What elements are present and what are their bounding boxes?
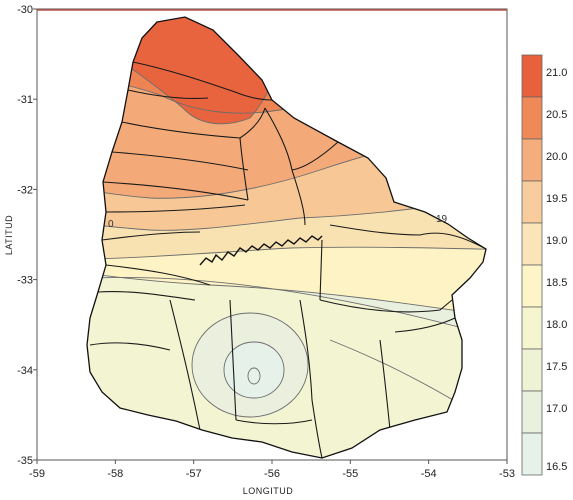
isoline-19 bbox=[87, 246, 486, 261]
boundary-salto-inner bbox=[127, 89, 209, 99]
isoline-18 bbox=[87, 277, 471, 331]
boundary-colonia-south bbox=[89, 342, 171, 351]
x-tick-label: -55 bbox=[342, 468, 358, 480]
colorbar-swatch bbox=[521, 138, 543, 182]
boundary-lavalleja-treintaytres bbox=[319, 299, 453, 313]
boundary-tacuarembo-cerrolargo bbox=[291, 169, 306, 226]
boundary-florida-lavalleja bbox=[299, 299, 323, 458]
colorbar-label: 18.0 bbox=[546, 319, 567, 331]
isoline-16-5 bbox=[223, 341, 285, 399]
colorbar-swatch bbox=[521, 96, 543, 140]
colorbar-swatch bbox=[521, 222, 543, 266]
colorbar-label: 19.0 bbox=[546, 235, 567, 247]
boundary-soriano-colonia bbox=[105, 264, 211, 286]
y-tick-label: -32 bbox=[17, 184, 33, 196]
boundary-canelones bbox=[235, 419, 313, 425]
colorbar-label: 20.0 bbox=[546, 151, 567, 163]
colorbar-label: 18.5 bbox=[546, 277, 567, 289]
boundary-cerrolargo bbox=[329, 224, 486, 250]
boundary-sanjose-florida bbox=[229, 299, 237, 421]
boundary-salto-paysandu bbox=[121, 107, 266, 139]
boundary-soriano bbox=[101, 231, 201, 241]
boundary-tacuarembo-west bbox=[239, 137, 249, 201]
boundary-rionegro-inner bbox=[102, 181, 249, 201]
isoline-18-5 bbox=[87, 269, 486, 321]
colorbar-swatch bbox=[521, 432, 543, 476]
y-tick-label: -31 bbox=[17, 94, 33, 106]
colorbar-label: 20.5 bbox=[546, 109, 567, 121]
colorbar-swatch bbox=[521, 54, 543, 98]
x-axis-title: LONGITUD bbox=[243, 486, 294, 496]
x-tick-label: -54 bbox=[421, 468, 437, 480]
y-tick-label: -30 bbox=[17, 4, 33, 16]
colorbar-swatch bbox=[521, 180, 543, 224]
x-tick-label: -53 bbox=[499, 468, 515, 480]
colorbar-swatch bbox=[521, 348, 543, 392]
boundary-rocha-north bbox=[394, 317, 456, 333]
y-axis-title: LATITUD bbox=[4, 215, 14, 255]
boundary-lavalleja-rocha bbox=[379, 339, 391, 431]
y-axis-ticks: -30 -31 -32 -33 -34 -35 bbox=[17, 4, 37, 467]
boundary-paysandu-rionegro bbox=[111, 151, 249, 171]
y-tick-label: -34 bbox=[17, 365, 33, 377]
boundary-rionegro-durazno bbox=[105, 204, 246, 213]
colorbar-label: 16.5 bbox=[546, 461, 567, 473]
y-tick-label: -35 bbox=[17, 455, 33, 467]
boundary-rivera-tacuarembo bbox=[264, 107, 339, 171]
boundary-artigas-salto bbox=[132, 61, 273, 101]
isoline-label-19: 19 bbox=[436, 214, 448, 225]
colorbar-label: 21.0 bbox=[546, 67, 567, 79]
isoline-17 bbox=[191, 312, 309, 418]
colorbar-swatch bbox=[521, 264, 543, 308]
boundary-colonia-sanjose bbox=[169, 299, 201, 431]
colorbar-swatch bbox=[521, 306, 543, 350]
band-16-5 bbox=[224, 342, 284, 398]
colorbar-label: 17.0 bbox=[546, 403, 567, 415]
boundary-colonia-north bbox=[97, 291, 196, 301]
x-tick-label: -58 bbox=[107, 468, 123, 480]
x-axis-ticks: -59 -58 -57 -56 -55 -54 -53 bbox=[29, 460, 515, 480]
y-tick-label: -33 bbox=[17, 275, 33, 287]
colorbar-label: 17.5 bbox=[546, 361, 567, 373]
department-boundaries bbox=[89, 61, 486, 458]
rio-negro-reservoir bbox=[199, 235, 323, 266]
x-tick-label: -59 bbox=[29, 468, 45, 480]
colorbar: 21.0 20.5 20.0 19.5 19.0 18.5 18.0 17.5 17.0 16.5 bbox=[521, 54, 567, 476]
x-tick-label: -56 bbox=[264, 468, 280, 480]
boundary-treintaytres-west bbox=[319, 239, 323, 301]
isoline-16-5-core bbox=[247, 367, 261, 385]
isoline-label-0: 0 bbox=[108, 219, 114, 230]
x-tick-label: -57 bbox=[186, 468, 202, 480]
colorbar-swatch bbox=[521, 390, 543, 434]
colorbar-label: 19.5 bbox=[546, 193, 567, 205]
